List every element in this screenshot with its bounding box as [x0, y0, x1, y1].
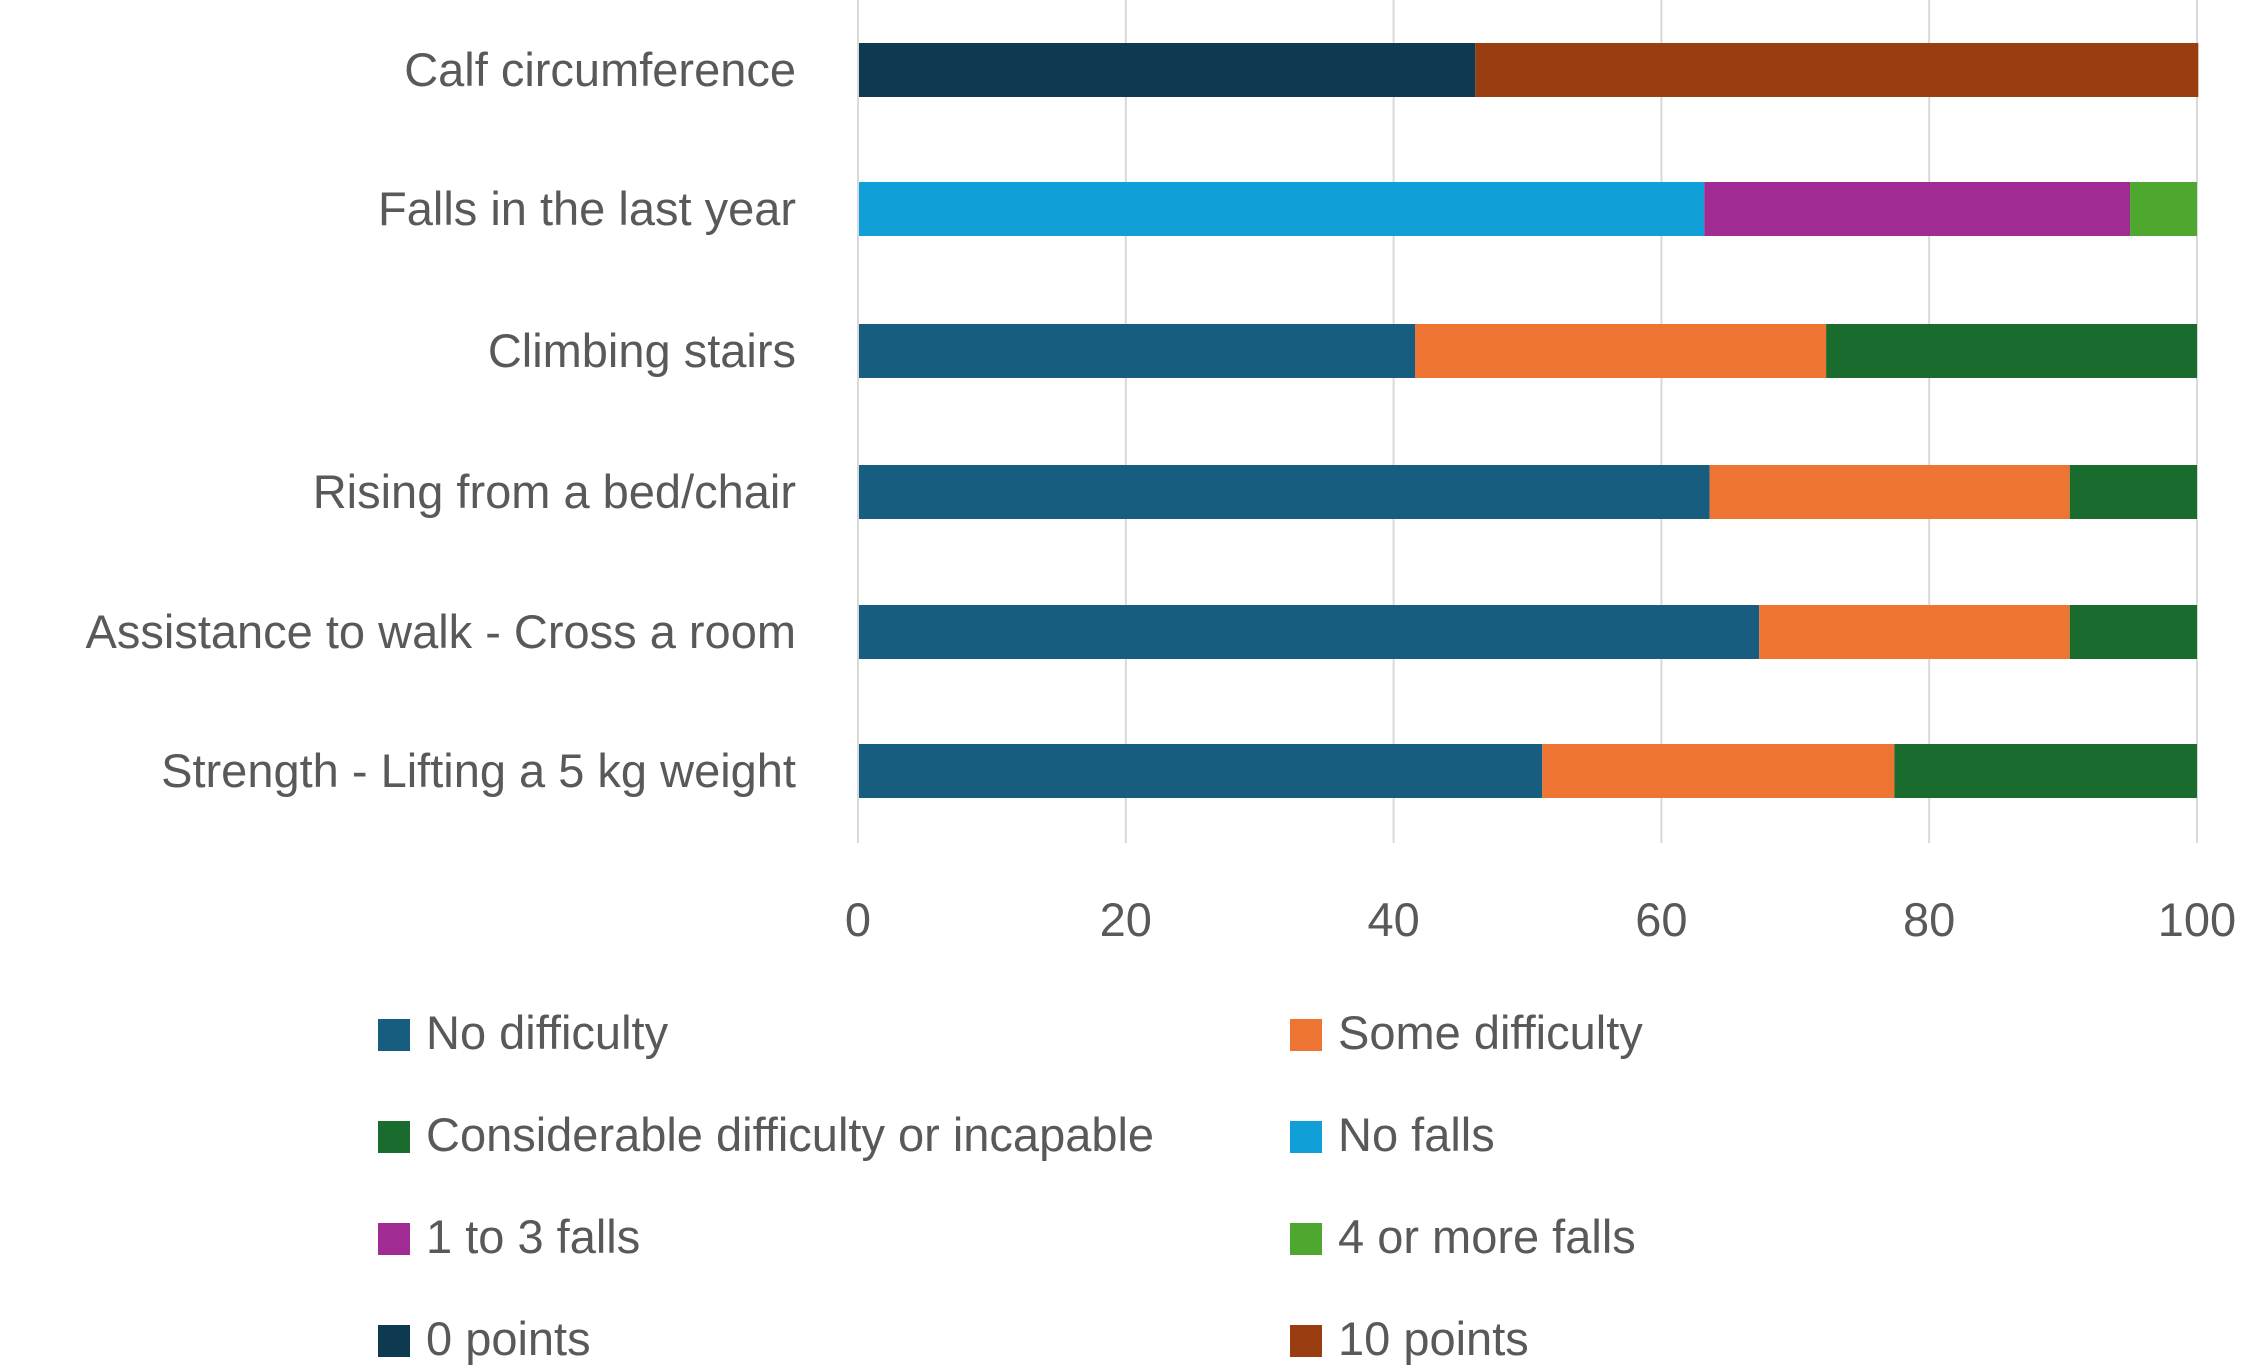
legend-item: 4 or more falls: [1290, 1210, 1636, 1263]
category-label: Assistance to walk - Cross a room: [86, 605, 796, 658]
legend-swatch: [378, 1325, 410, 1357]
bar-segment: [1542, 744, 1895, 798]
legend-swatch: [378, 1019, 410, 1051]
category-label: Climbing stairs: [488, 324, 796, 377]
legend-item: Some difficulty: [1290, 1006, 1643, 1059]
x-tick-label: 0: [845, 893, 871, 946]
legend-item: 1 to 3 falls: [378, 1210, 640, 1263]
legend-label: 10 points: [1338, 1312, 1529, 1365]
legend-label: No falls: [1338, 1108, 1495, 1161]
bar-segment: [1415, 324, 1827, 378]
x-tick-label: 20: [1100, 893, 1152, 946]
legend-item: Considerable difficulty or incapable: [378, 1108, 1154, 1161]
bar-segment: [2130, 182, 2197, 236]
bar-segment: [858, 744, 1543, 798]
gridlines: [1124, 0, 2198, 843]
bar-segment: [858, 605, 1760, 659]
bar-segment: [858, 43, 1476, 97]
legend-item: No falls: [1290, 1108, 1495, 1161]
bar-segment: [858, 182, 1705, 236]
legend-swatch: [1290, 1019, 1322, 1051]
legend-label: 0 points: [426, 1312, 591, 1365]
bar-segment: [1826, 324, 2197, 378]
bar-segment: [2069, 605, 2197, 659]
bar-segment: [2069, 465, 2197, 519]
legend-item: No difficulty: [378, 1006, 669, 1059]
legend-swatch: [1290, 1121, 1322, 1153]
x-tick-labels: 0 20 40 60 80 100: [845, 893, 2236, 946]
category-label: Strength - Lifting a 5 kg weight: [161, 744, 796, 797]
bar-segment: [858, 324, 1416, 378]
category-label: Falls in the last year: [378, 182, 796, 235]
bar-segment: [1704, 182, 2131, 236]
x-tick-label: 100: [2158, 893, 2236, 946]
bars: [858, 43, 2199, 798]
bar-segment: [1475, 43, 2199, 97]
legend-swatch: [378, 1223, 410, 1255]
legend-label: Some difficulty: [1338, 1006, 1643, 1059]
bar-segment: [1894, 744, 2197, 798]
category-label: Rising from a bed/chair: [313, 465, 796, 518]
legend-label: 4 or more falls: [1338, 1210, 1636, 1263]
x-tick-label: 60: [1635, 893, 1687, 946]
legend-item: 0 points: [378, 1312, 591, 1365]
legend-swatch: [1290, 1223, 1322, 1255]
bar-segment: [858, 465, 1710, 519]
legend-swatch: [378, 1121, 410, 1153]
bar-segment: [1759, 605, 2070, 659]
x-tick-label: 80: [1903, 893, 1955, 946]
category-label: Calf circumference: [404, 43, 796, 96]
legend-item: 10 points: [1290, 1312, 1529, 1365]
bar-segment: [1709, 465, 2070, 519]
x-tick-label: 40: [1367, 893, 1419, 946]
legend: No difficulty Some difficulty Considerable…: [378, 1006, 1643, 1365]
legend-swatch: [1290, 1325, 1322, 1357]
legend-label: 1 to 3 falls: [426, 1210, 640, 1263]
legend-label: No difficulty: [426, 1006, 669, 1059]
legend-label: Considerable difficulty or incapable: [426, 1108, 1154, 1161]
category-labels: Calf circumference Falls in the last year…: [86, 43, 796, 797]
